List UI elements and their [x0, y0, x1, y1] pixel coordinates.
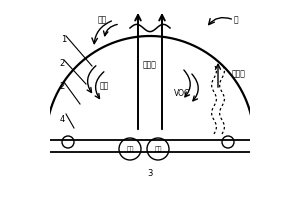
Text: 风: 风 — [234, 15, 238, 24]
Text: 3: 3 — [147, 170, 153, 178]
Text: 1: 1 — [61, 36, 67, 45]
Text: 雨水: 雨水 — [98, 15, 106, 24]
Text: 4: 4 — [59, 116, 64, 124]
Text: 冷凝水: 冷凝水 — [143, 60, 157, 69]
Text: 细菌: 细菌 — [100, 82, 109, 90]
Circle shape — [147, 138, 169, 160]
Circle shape — [222, 136, 234, 148]
Text: 空气: 空气 — [126, 146, 134, 152]
Text: 2: 2 — [59, 82, 64, 90]
Text: 2: 2 — [59, 60, 64, 68]
Text: VOC: VOC — [174, 90, 190, 98]
Text: 水蒸气: 水蒸气 — [232, 70, 246, 78]
Circle shape — [119, 138, 141, 160]
Text: 空气: 空气 — [154, 146, 162, 152]
Circle shape — [62, 136, 74, 148]
